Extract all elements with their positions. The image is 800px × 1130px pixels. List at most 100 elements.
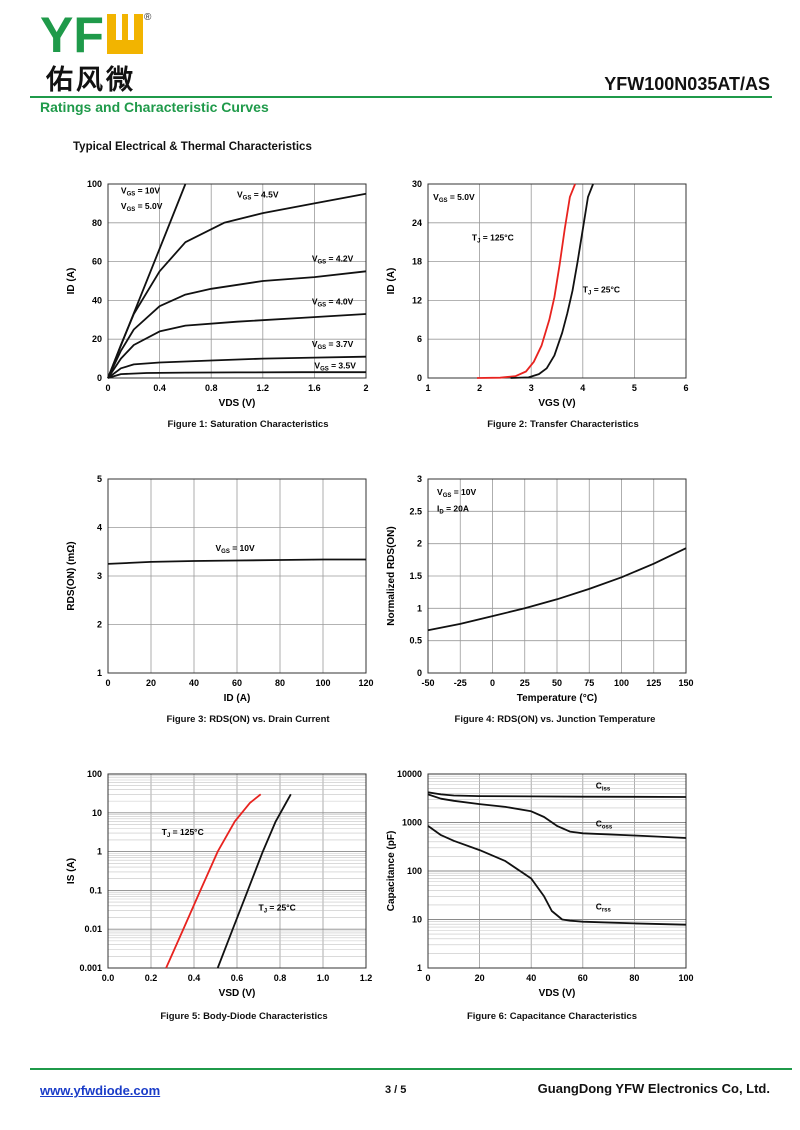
annotation-label: VGS = 4.5V — [237, 190, 279, 202]
series-line — [107, 313, 367, 379]
series-line — [427, 825, 687, 926]
y-tick-label: 0 — [97, 373, 102, 383]
x-tick-label: 0.0 — [102, 973, 115, 983]
y-tick-label: 20 — [92, 334, 102, 344]
annotation-label: VGS = 10V — [216, 543, 255, 555]
y-tick-label: 80 — [92, 218, 102, 228]
series-line — [476, 183, 576, 379]
x-tick-label: 5 — [632, 383, 637, 393]
website-link[interactable]: www.yfwdiode.com — [40, 1083, 161, 1098]
plot-frame — [427, 183, 687, 379]
x-axis-label: VGS (V) — [538, 398, 575, 409]
footer-divider — [30, 1068, 792, 1070]
x-axis-label: VDS (V) — [219, 398, 256, 409]
series-line — [107, 371, 366, 379]
x-tick-label: -25 — [454, 678, 467, 688]
annotation-label: TJ = 25°C — [259, 903, 296, 915]
x-tick-label: 120 — [358, 678, 373, 688]
annotation-label: ID = 20A — [437, 503, 469, 515]
x-tick-label: 40 — [189, 678, 199, 688]
caption-fig3: Figure 3: RDS(ON) vs. Drain Current — [166, 714, 330, 725]
y-tick-label: 0 — [417, 668, 422, 678]
y-tick-label: 100 — [87, 179, 102, 189]
x-axis-label: VSD (V) — [219, 988, 256, 999]
x-tick-label: 0 — [490, 678, 495, 688]
annotation-label: VGS = 4.0V — [312, 296, 354, 308]
plot-frame — [107, 183, 367, 379]
y-axis-label: ID (A) — [66, 268, 77, 295]
x-tick-label: 60 — [232, 678, 242, 688]
annotation-label: VGS = 10V — [437, 487, 476, 499]
y-tick-label: 12 — [412, 295, 422, 305]
annotation-label: TJ = 125°C — [162, 827, 204, 839]
x-tick-label: 60 — [578, 973, 588, 983]
chart-fig4: -50 -25 0 25 50 75 100 125 150 0 0.5 1 1.5 2 2.5 3 Tempe… — [386, 474, 694, 704]
y-axis-label: Normalized RDS(ON) — [386, 526, 397, 625]
annotation-label: TJ = 125°C — [472, 232, 514, 244]
plot-frame — [107, 478, 367, 674]
x-tick-label: 1 — [425, 383, 430, 393]
plot-frame — [427, 478, 687, 674]
annotation-label: VGS = 5.0V — [433, 192, 475, 204]
y-tick-label: 100 — [407, 866, 422, 876]
series-line — [107, 270, 367, 379]
caption-fig2: Figure 2: Transfer Characteristics — [487, 419, 639, 430]
svg-text:YF: YF — [40, 8, 104, 60]
x-tick-label: 0 — [425, 973, 430, 983]
annotation-label: VGS = 10V — [121, 186, 160, 198]
y-tick-label: 100 — [87, 769, 102, 779]
y-tick-label: 40 — [92, 295, 102, 305]
x-tick-label: 3 — [529, 383, 534, 393]
x-tick-label: 0 — [105, 383, 110, 393]
y-tick-label: 3 — [97, 571, 102, 581]
x-tick-label: 0.2 — [145, 973, 158, 983]
brand-chinese-name: 佑风微 — [46, 65, 136, 96]
y-tick-label: 3 — [417, 474, 422, 484]
series-line — [427, 547, 687, 632]
series-line — [107, 355, 367, 379]
header-divider — [30, 96, 772, 98]
x-tick-label: 40 — [526, 973, 536, 983]
y-tick-label: 0.5 — [409, 636, 422, 646]
y-tick-label: 0.001 — [79, 963, 102, 973]
y-tick-label: 5 — [97, 474, 102, 484]
x-tick-label: 1.6 — [308, 383, 321, 393]
series-line — [427, 791, 687, 798]
x-tick-label: 80 — [629, 973, 639, 983]
x-tick-label: 100 — [315, 678, 330, 688]
annotation-label: VGS = 3.5V — [314, 360, 356, 372]
y-tick-label: 0 — [417, 373, 422, 383]
y-axis-label: RDS(ON) (mΩ) — [66, 541, 77, 610]
y-axis-label: Capacitance (pF) — [386, 831, 397, 912]
x-tick-label: 0.6 — [231, 973, 244, 983]
annotation-label: Coss — [596, 818, 613, 830]
y-tick-label: 6 — [417, 334, 422, 344]
part-number: YFW100N035AT/AS — [604, 74, 770, 94]
y-tick-label: 1 — [417, 963, 422, 973]
caption-fig6: Figure 6: Capacitance Characteristics — [466, 1011, 637, 1022]
x-tick-label: 20 — [475, 973, 485, 983]
brand-logo: YF ® — [40, 8, 152, 60]
x-tick-label: 1.0 — [317, 973, 330, 983]
x-tick-label: 1.2 — [257, 383, 270, 393]
y-tick-label: 60 — [92, 257, 102, 267]
y-tick-label: 10000 — [397, 769, 422, 779]
y-axis-label: ID (A) — [386, 268, 397, 295]
y-tick-label: 10 — [412, 915, 422, 925]
y-tick-label: 1.5 — [409, 571, 422, 581]
company-name: GuangDong YFW Electronics Co, Ltd. — [537, 1081, 770, 1096]
section-title: Ratings and Characteristic Curves — [40, 99, 269, 115]
caption-fig5: Figure 5: Body-Diode Characteristics — [160, 1011, 328, 1022]
series-line — [216, 793, 292, 969]
x-tick-label: 4 — [580, 383, 585, 393]
series-line — [107, 192, 367, 379]
x-tick-label: -50 — [421, 678, 434, 688]
x-tick-label: 2 — [363, 383, 368, 393]
x-tick-label: 80 — [275, 678, 285, 688]
x-tick-label: 150 — [678, 678, 693, 688]
annotation-label: Crss — [596, 902, 612, 914]
y-axis-label: IS (A) — [66, 858, 77, 884]
x-tick-label: 0.8 — [205, 383, 218, 393]
